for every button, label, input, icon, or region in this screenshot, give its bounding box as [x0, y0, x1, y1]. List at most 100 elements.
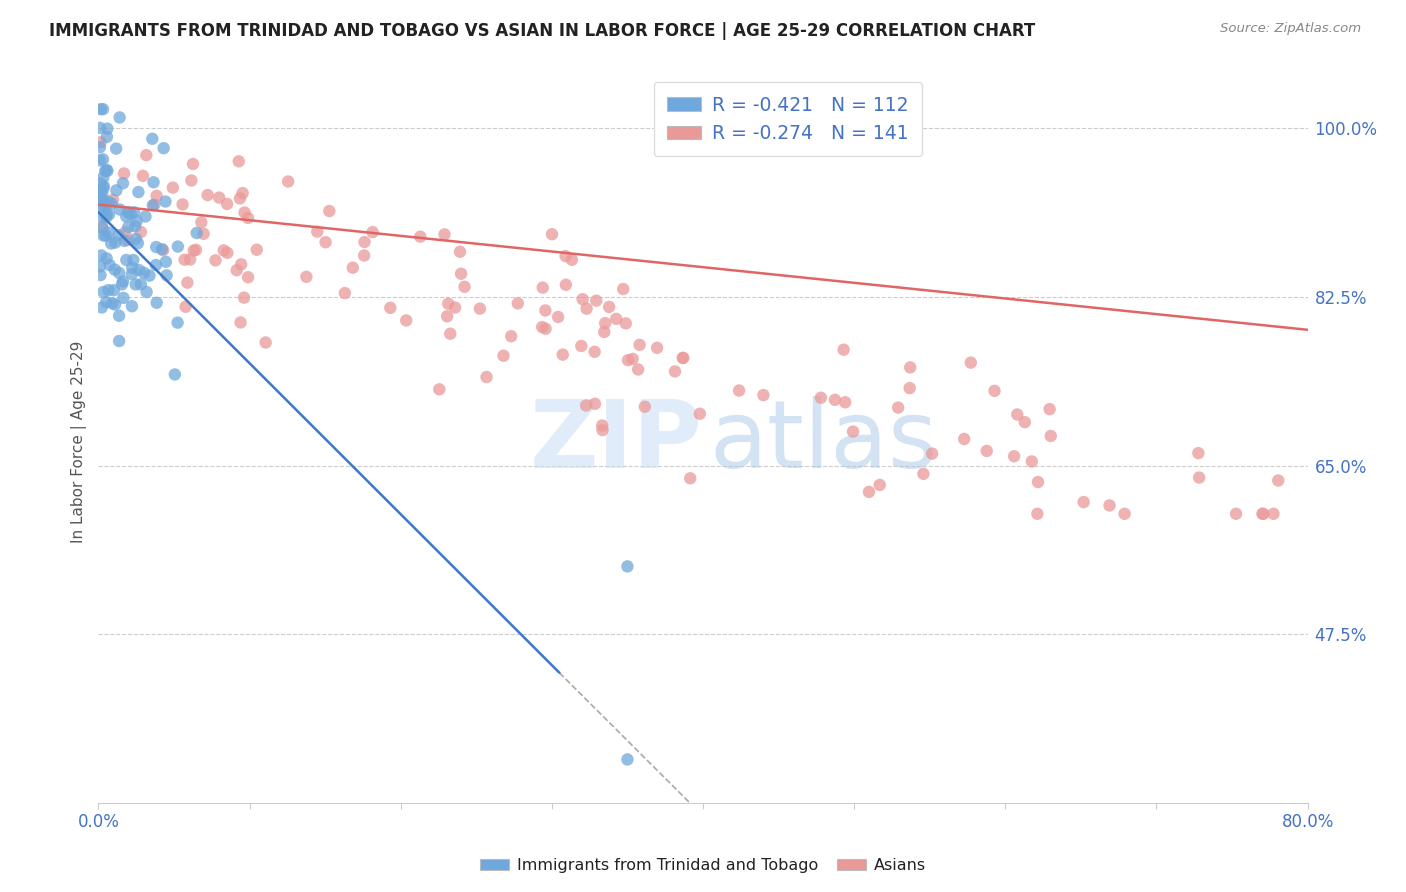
Point — [233, 205, 256, 219]
Point — [534, 322, 557, 336]
Point — [129, 277, 152, 292]
Point — [90, 135, 112, 149]
Point — [89, 191, 111, 205]
Point — [672, 351, 695, 365]
Point — [598, 300, 620, 314]
Point — [173, 252, 195, 267]
Point — [101, 193, 124, 207]
Point — [93, 285, 115, 299]
Point — [183, 244, 205, 258]
Point — [91, 202, 114, 217]
Point — [96, 163, 118, 178]
Point — [592, 423, 614, 437]
Point — [475, 370, 498, 384]
Point — [1007, 408, 1029, 422]
Point — [1098, 499, 1121, 513]
Point — [593, 325, 616, 339]
Point — [225, 263, 247, 277]
Point — [953, 432, 976, 446]
Point — [810, 391, 832, 405]
Point — [96, 129, 118, 144]
Point — [145, 295, 167, 310]
Point — [135, 148, 157, 162]
Point — [898, 360, 921, 375]
Text: Source: ZipAtlas.com: Source: ZipAtlas.com — [1220, 22, 1361, 36]
Point — [98, 207, 121, 221]
Point — [233, 291, 256, 305]
Point — [91, 220, 114, 235]
Point — [212, 244, 235, 258]
Point — [142, 198, 165, 212]
Point — [353, 235, 375, 249]
Point — [217, 245, 239, 260]
Point — [115, 210, 138, 224]
Point — [111, 176, 134, 190]
Point — [90, 301, 112, 315]
Point — [184, 243, 207, 257]
Point — [295, 269, 318, 284]
Point — [89, 268, 111, 282]
Point — [91, 219, 114, 234]
Point — [89, 176, 111, 190]
Point — [132, 169, 155, 183]
Point — [583, 344, 606, 359]
Point — [605, 311, 627, 326]
Point — [983, 384, 1005, 398]
Point — [204, 253, 226, 268]
Point — [96, 252, 118, 266]
Text: atlas: atlas — [709, 395, 938, 488]
Point — [89, 183, 111, 197]
Point — [531, 280, 554, 294]
Point — [409, 229, 432, 244]
Point — [634, 400, 657, 414]
Point — [93, 228, 115, 243]
Point — [444, 301, 467, 315]
Legend: Immigrants from Trinidad and Tobago, Asians: Immigrants from Trinidad and Tobago, Asi… — [474, 852, 932, 880]
Point — [108, 309, 131, 323]
Point — [91, 198, 114, 212]
Point — [105, 183, 128, 197]
Point — [108, 334, 131, 348]
Point — [89, 153, 111, 168]
Point — [121, 299, 143, 313]
Point — [1014, 415, 1036, 429]
Point — [752, 388, 775, 402]
Point — [534, 303, 557, 318]
Point — [166, 239, 188, 253]
Point — [277, 174, 299, 188]
Point — [142, 175, 165, 189]
Point — [150, 242, 173, 256]
Point — [179, 252, 201, 267]
Point — [353, 248, 375, 262]
Point — [591, 418, 613, 433]
Point — [89, 191, 111, 205]
Point — [108, 202, 131, 217]
Point — [96, 295, 118, 310]
Point — [125, 277, 148, 292]
Point — [689, 407, 711, 421]
Point — [143, 197, 166, 211]
Point — [1263, 507, 1285, 521]
Point — [94, 164, 117, 178]
Point — [145, 240, 167, 254]
Point — [575, 301, 598, 316]
Point — [145, 189, 167, 203]
Point — [97, 195, 120, 210]
Point — [531, 320, 554, 334]
Point — [155, 254, 177, 268]
Point — [1251, 507, 1274, 521]
Point — [166, 316, 188, 330]
Point — [628, 338, 651, 352]
Point — [561, 252, 583, 267]
Point — [100, 236, 122, 251]
Point — [254, 335, 277, 350]
Point — [1026, 475, 1049, 489]
Point — [616, 559, 638, 574]
Point — [128, 263, 150, 277]
Point — [616, 752, 638, 766]
Point — [94, 228, 117, 243]
Point — [834, 395, 856, 409]
Point — [103, 283, 125, 297]
Point — [163, 368, 186, 382]
Point — [1026, 507, 1049, 521]
